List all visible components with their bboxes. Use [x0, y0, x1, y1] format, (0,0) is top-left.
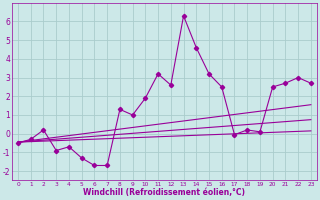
- X-axis label: Windchill (Refroidissement éolien,°C): Windchill (Refroidissement éolien,°C): [84, 188, 245, 197]
